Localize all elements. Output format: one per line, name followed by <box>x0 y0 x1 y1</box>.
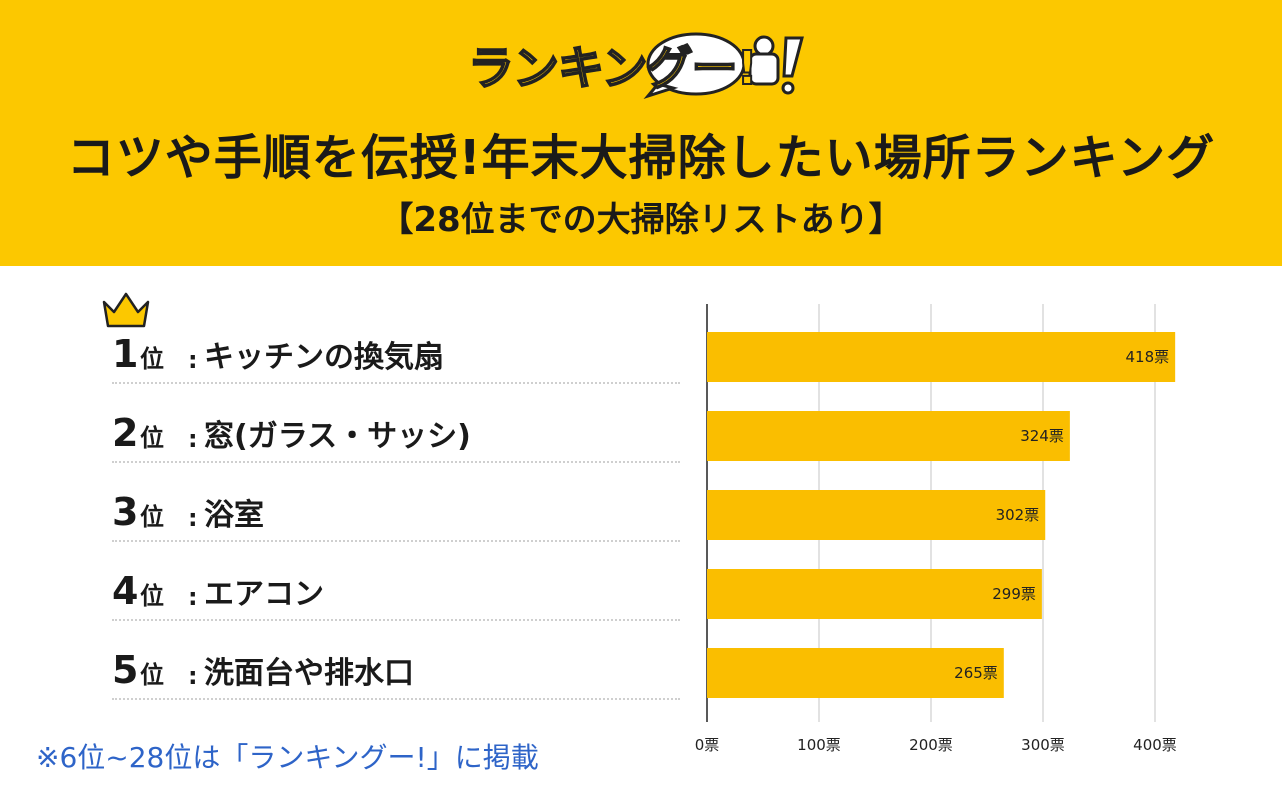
x-tick-label: 0票 <box>695 736 720 754</box>
bar-value-label: 418票 <box>1126 348 1170 366</box>
rank-row-1: 1 位 : キッチンの換気扇 <box>112 322 680 384</box>
bar-value-label: 302票 <box>996 506 1040 524</box>
rank-number: 2 <box>112 411 139 455</box>
rank-unit: 位 <box>140 503 164 531</box>
logo-bubble-icon <box>643 32 804 99</box>
rank-number: 4 <box>112 569 139 613</box>
rank-row-2: 2 位 : 窓(ガラス・サッシ) <box>112 401 680 463</box>
rank-label: 浴室 <box>204 498 264 533</box>
x-tick-label: 100票 <box>797 736 841 754</box>
rank-label: キッチンの換気扇 <box>204 340 444 375</box>
bar-2 <box>707 411 1070 461</box>
x-tick-label: 400票 <box>1133 736 1177 754</box>
bar-value-label: 265票 <box>954 664 998 682</box>
logo-text: ランキングー! <box>467 40 759 96</box>
rank-unit: 位 <box>140 582 164 610</box>
bar-1 <box>707 332 1176 382</box>
bar-value-label: 324票 <box>1020 427 1064 445</box>
site-logo[interactable]: ランキングー! <box>467 24 814 100</box>
rank-colon: : <box>188 504 198 532</box>
x-tick-label: 200票 <box>909 736 953 754</box>
rank-number: 1 <box>112 332 139 376</box>
header-banner: ランキングー! コツや手順を伝授!年末大掃除したい場所ランキング 【28位までの… <box>0 0 1282 266</box>
page-subtitle: 【28位までの大掃除リストあり】 <box>379 200 903 240</box>
rank-label: 窓(ガラス・サッシ) <box>204 419 471 454</box>
rank-row-4: 4 位 : エアコン <box>112 559 680 621</box>
rank-number: 3 <box>112 490 139 534</box>
rank-row-5: 5 位 : 洗面台や排水口 <box>112 638 680 700</box>
x-tick-label: 300票 <box>1021 736 1065 754</box>
crown-icon <box>102 292 150 328</box>
rank-number: 5 <box>112 648 139 692</box>
rank-unit: 位 <box>140 424 164 452</box>
rank-unit: 位 <box>140 345 164 373</box>
rank-label: 洗面台や排水口 <box>204 656 414 691</box>
rank-colon: : <box>188 662 198 690</box>
footnote-link[interactable]: ※6位~28位は「ランキングー!」に掲載 <box>36 741 539 774</box>
rank-unit: 位 <box>140 661 164 689</box>
bar-5 <box>707 648 1004 698</box>
bar-3 <box>707 490 1046 540</box>
rank-colon: : <box>188 583 198 611</box>
bar-chart: 0票 100票 200票 300票 400票 418票 324票 302票 299票 265票 <box>695 304 1177 754</box>
rank-colon: : <box>188 346 198 374</box>
rank-row-3: 3 位 : 浴室 <box>112 480 680 542</box>
bar-4 <box>707 569 1042 619</box>
rank-label: エアコン <box>204 577 324 612</box>
rank-colon: : <box>188 425 198 453</box>
bar-value-label: 299票 <box>992 585 1036 603</box>
page-title: コツや手順を伝授!年末大掃除したい場所ランキング <box>66 130 1216 186</box>
